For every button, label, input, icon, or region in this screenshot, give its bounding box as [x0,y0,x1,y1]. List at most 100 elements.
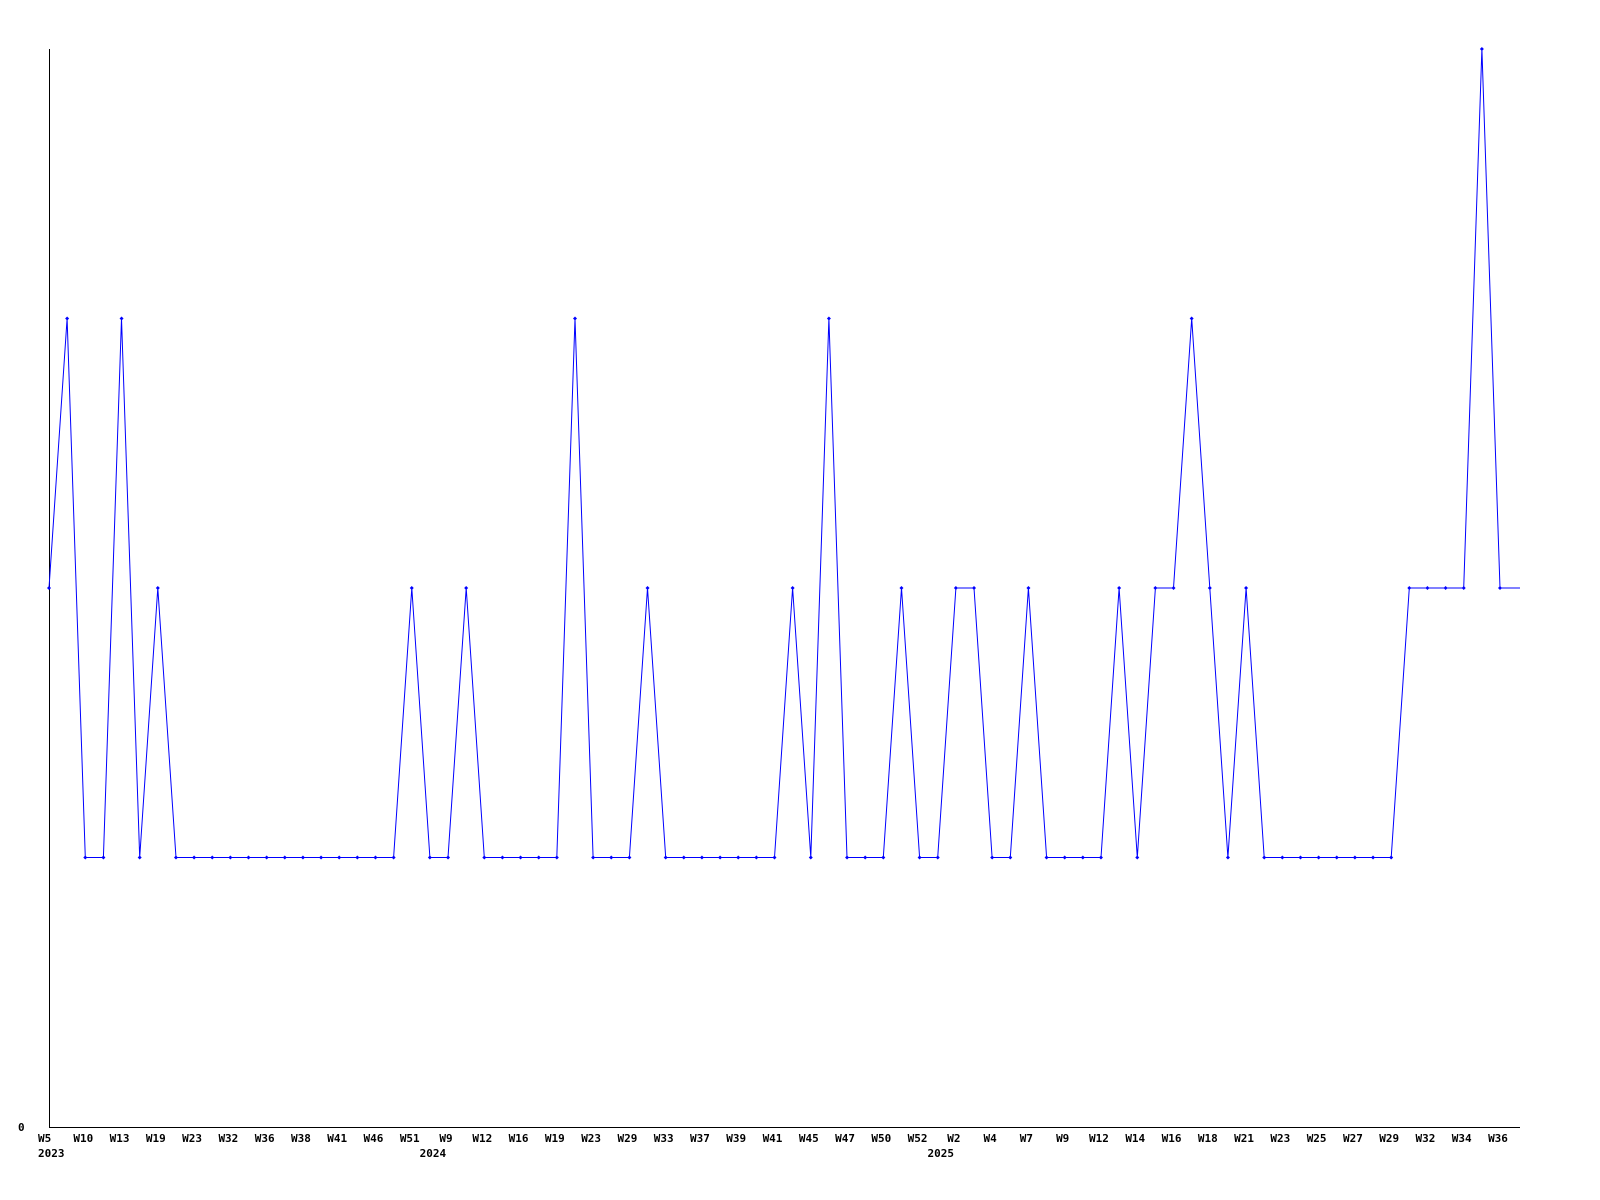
data-point [246,855,251,860]
data-point [83,855,88,860]
x-tick-label: W4 [984,1132,998,1145]
data-point [972,586,977,590]
x-tick-label: W52 [908,1132,928,1145]
data-point [282,855,287,860]
x-tick-label: W16 [1162,1132,1182,1145]
data-point [119,316,124,321]
x-tick-label: W39 [726,1132,746,1145]
data-point [645,586,650,590]
data-point [572,316,577,321]
data-point [373,855,378,860]
data-point [1280,855,1285,860]
x-tick-label: W9 [439,1132,452,1145]
data-point [772,855,777,860]
data-point [1080,855,1085,860]
x-tick-label: W50 [871,1132,891,1145]
data-point [845,855,850,860]
series-line [48,48,1520,858]
data-point [1425,586,1430,590]
x-tick-label: W14 [1125,1132,1145,1145]
x-tick-label: W29 [1379,1132,1399,1145]
data-point [1407,586,1412,590]
data-point [464,586,469,590]
x-tick-label: W16 [509,1132,529,1145]
data-point [699,855,704,860]
data-point [1008,855,1013,860]
x-tick-label: W18 [1198,1132,1218,1145]
data-point [427,855,432,860]
x-tick-label: W25 [1307,1132,1327,1145]
data-point [1479,47,1484,51]
data-point [609,855,614,860]
data-point [863,855,868,860]
data-point [1244,586,1249,590]
data-point [337,855,342,860]
x-tick-label: W36 [1488,1132,1508,1145]
x-tick-label: W10 [73,1132,93,1145]
data-point [155,586,160,590]
data-point [1371,855,1376,860]
data-point [228,855,233,860]
data-point [1389,855,1394,860]
data-point [1262,855,1267,860]
x-tick-label: W36 [255,1132,275,1145]
data-point [1461,586,1466,590]
data-point [300,855,305,860]
data-point [899,586,904,590]
x-tick-label: W19 [545,1132,565,1145]
x-tick-label: W47 [835,1132,855,1145]
x-tick-label: W13 [110,1132,130,1145]
data-point [409,586,414,590]
x-tick-label: W29 [617,1132,637,1145]
data-point [681,855,686,860]
data-point [1098,855,1103,860]
data-point [65,316,70,321]
data-point [591,855,596,860]
data-point [1225,855,1230,860]
x-tick-label: W37 [690,1132,710,1145]
data-point [391,855,396,860]
data-point [319,855,324,860]
x-tick-label: W23 [581,1132,601,1145]
data-point [990,855,995,860]
data-point [446,855,451,860]
data-point [953,586,958,590]
x-tick-label: W19 [146,1132,166,1145]
year-label: 2025 [927,1147,954,1160]
data-point [518,855,523,860]
x-tick-label: W34 [1452,1132,1472,1145]
data-point [790,586,795,590]
data-point [355,855,360,860]
data-point [1026,586,1031,590]
data-point [935,855,940,860]
data-point [826,316,831,321]
data-point [554,855,559,860]
data-point [1189,316,1194,321]
data-point [754,855,759,860]
data-point [808,855,813,860]
x-tick-label: W7 [1020,1132,1033,1145]
x-tick-label: W2 [947,1132,960,1145]
data-point [101,855,106,860]
data-point [718,855,723,860]
data-point [1135,855,1140,860]
data-point [173,855,178,860]
data-point [264,855,269,860]
x-tick-label: W32 [218,1132,238,1145]
x-tick-label: W5 [38,1132,51,1145]
data-point [1207,586,1212,590]
x-tick-label: W23 [182,1132,202,1145]
data-point [1316,855,1321,860]
data-point [1352,855,1357,860]
x-tick-label: W45 [799,1132,819,1145]
x-tick-label: W12 [1089,1132,1109,1145]
data-point [210,855,215,860]
data-point [627,855,632,860]
data-point [1153,586,1158,590]
data-point [1298,855,1303,860]
x-tick-label: W23 [1270,1132,1290,1145]
x-tick-label: W41 [327,1132,347,1145]
data-point [482,855,487,860]
data-point [536,855,541,860]
